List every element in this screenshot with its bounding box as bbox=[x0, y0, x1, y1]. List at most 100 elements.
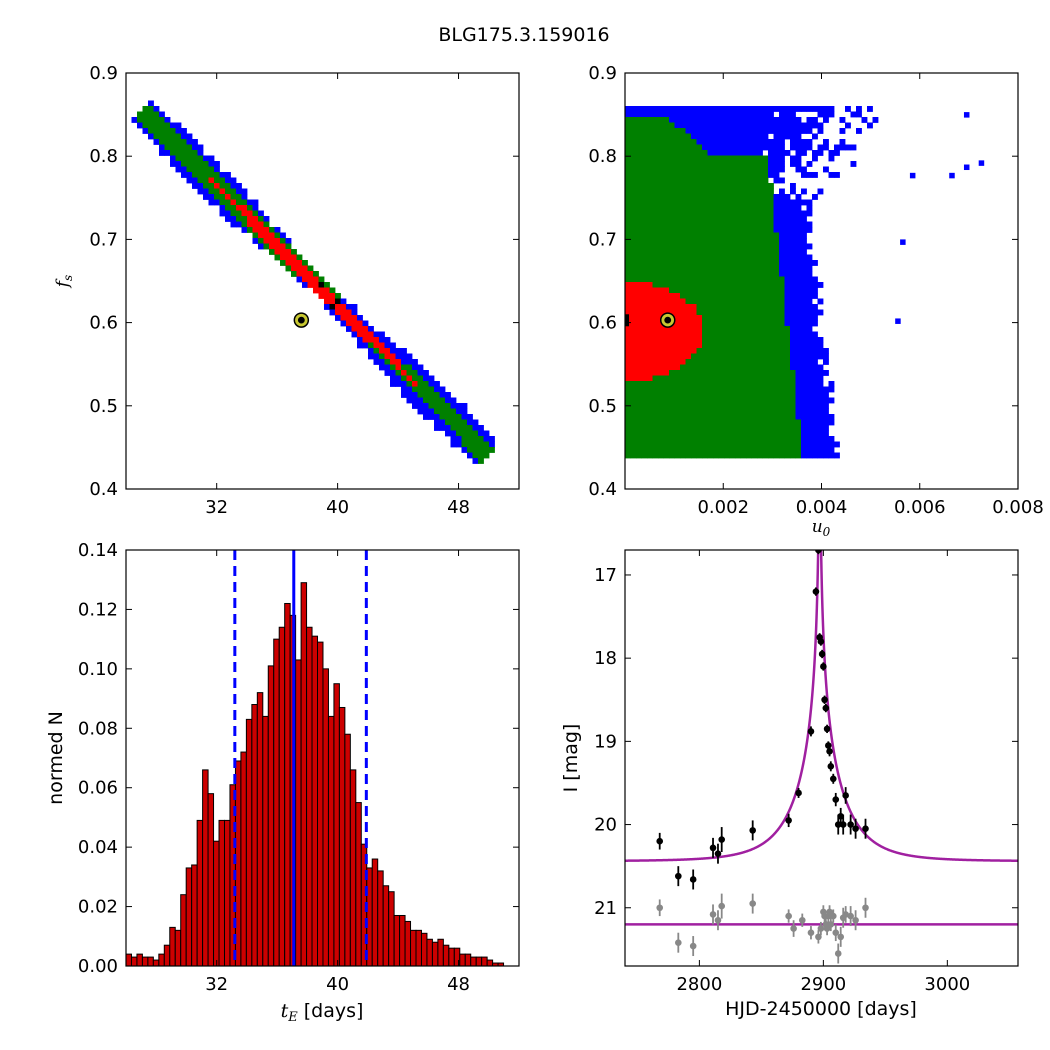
density-cell-mid bbox=[658, 133, 664, 140]
panel1-ticks: 32 40 480.40.50.60.70.80.9 bbox=[89, 63, 519, 518]
density-cell-outer bbox=[423, 370, 429, 376]
density-cell-outer bbox=[784, 304, 791, 310]
density-cell-outer bbox=[795, 298, 802, 305]
density-cell-mid bbox=[724, 425, 730, 431]
density-cell-mid bbox=[718, 436, 725, 442]
density-cell-outer bbox=[707, 150, 714, 156]
density-cell-mid bbox=[423, 386, 429, 393]
density-cell-mid bbox=[652, 210, 659, 217]
density-cell-outer bbox=[806, 210, 813, 217]
density-cell-mid bbox=[795, 441, 802, 448]
density-cell-mid bbox=[680, 243, 686, 250]
density-cell-outer bbox=[384, 364, 391, 371]
density-cell-mid bbox=[696, 155, 703, 162]
residual-point bbox=[837, 933, 845, 941]
density-cell-mid bbox=[658, 271, 664, 277]
density-cell-outer bbox=[346, 304, 352, 310]
density-cell-mid bbox=[630, 166, 637, 173]
density-cell-mid bbox=[680, 166, 686, 173]
density-cell-mid bbox=[724, 408, 730, 415]
density-cell-inner bbox=[641, 320, 648, 327]
density-cell-mid bbox=[713, 403, 719, 409]
density-cell-mid bbox=[647, 139, 653, 145]
density-cell-outer bbox=[806, 161, 813, 167]
histogram-bar bbox=[163, 944, 171, 966]
density-cell-mid bbox=[652, 447, 659, 453]
density-cell-outer bbox=[296, 276, 303, 283]
density-cell-mid bbox=[680, 249, 686, 255]
density-cell-mid bbox=[685, 265, 692, 272]
density-cell-mid bbox=[702, 359, 708, 365]
panel2-xtick-label: 0.006 bbox=[894, 497, 946, 518]
density-cell-inner bbox=[652, 287, 659, 294]
density-cell-mid bbox=[718, 403, 725, 409]
density-cell-mid bbox=[735, 287, 741, 294]
density-cell-mid bbox=[636, 117, 642, 123]
density-cell-mid bbox=[696, 392, 703, 398]
density-cell-outer bbox=[784, 276, 791, 283]
density-cell-inner bbox=[680, 320, 686, 327]
density-cell-mid bbox=[630, 381, 637, 387]
density-cell-mid bbox=[735, 348, 741, 354]
density-cell-mid bbox=[713, 238, 719, 244]
density-cell-mid bbox=[724, 293, 730, 299]
panel2-ytick-label: 0.7 bbox=[588, 229, 617, 250]
density-cell-mid bbox=[768, 414, 774, 420]
density-cell-outer bbox=[828, 452, 835, 459]
data-point bbox=[827, 763, 835, 770]
density-cell-mid bbox=[729, 205, 736, 211]
density-cell-outer bbox=[801, 243, 807, 250]
density-cell-outer bbox=[812, 348, 818, 354]
data-point bbox=[823, 725, 831, 733]
density-cell-inner bbox=[230, 199, 237, 206]
density-cell-mid bbox=[412, 386, 418, 393]
density-cell-mid bbox=[696, 249, 703, 255]
density-cell-outer bbox=[795, 155, 802, 162]
density-cell-inner bbox=[669, 342, 675, 349]
density-cell-mid bbox=[478, 441, 484, 448]
histogram-bar bbox=[130, 956, 138, 966]
density-cell-mid bbox=[729, 430, 736, 437]
density-cell-outer bbox=[740, 106, 747, 112]
density-cell-mid bbox=[773, 353, 780, 360]
density-cell-mid bbox=[625, 194, 631, 200]
density-cell-mid bbox=[740, 172, 747, 178]
density-cell-mid bbox=[713, 326, 719, 332]
density-cell-outer bbox=[806, 172, 813, 178]
density-cell-mid bbox=[663, 139, 670, 145]
density-cell-mid bbox=[630, 441, 637, 448]
density-cell-outer bbox=[790, 348, 796, 354]
panel1-ytick-label: 0.4 bbox=[89, 479, 118, 500]
histogram-bar bbox=[213, 840, 220, 966]
density-cell-inner bbox=[674, 331, 681, 338]
density-cell-outer bbox=[647, 106, 653, 112]
density-cell-mid bbox=[658, 183, 664, 189]
density-cell-outer bbox=[795, 227, 802, 233]
density-cell-mid bbox=[428, 397, 435, 404]
density-cell-inner bbox=[357, 331, 363, 338]
density-cell-mid bbox=[680, 386, 686, 393]
density-cell-mid bbox=[691, 271, 697, 277]
density-cell-mid bbox=[757, 359, 763, 365]
residual-point bbox=[862, 904, 869, 912]
density-cell-mid bbox=[658, 254, 664, 261]
density-cell-outer bbox=[801, 403, 807, 409]
density-cell-mid bbox=[762, 210, 769, 217]
density-cell-mid bbox=[691, 359, 697, 365]
density-cell-mid bbox=[768, 309, 774, 316]
density-cell-mid bbox=[663, 232, 670, 239]
density-cell-outer bbox=[417, 364, 424, 371]
panel1-xtick-label: 48 bbox=[447, 497, 470, 518]
density-cell-mid bbox=[186, 161, 193, 167]
density-cell-mid bbox=[669, 403, 675, 409]
histogram-bar bbox=[464, 953, 472, 966]
density-cell-outer bbox=[801, 447, 807, 453]
density-cell-inner bbox=[663, 293, 670, 299]
density-cell-mid bbox=[762, 315, 769, 321]
density-cell-mid bbox=[148, 128, 154, 134]
density-cell-mid bbox=[691, 403, 697, 409]
density-cell-mid bbox=[757, 425, 763, 431]
density-cell-mid bbox=[625, 414, 631, 420]
density-cell-outer bbox=[806, 128, 813, 134]
density-cell-outer bbox=[795, 260, 802, 266]
